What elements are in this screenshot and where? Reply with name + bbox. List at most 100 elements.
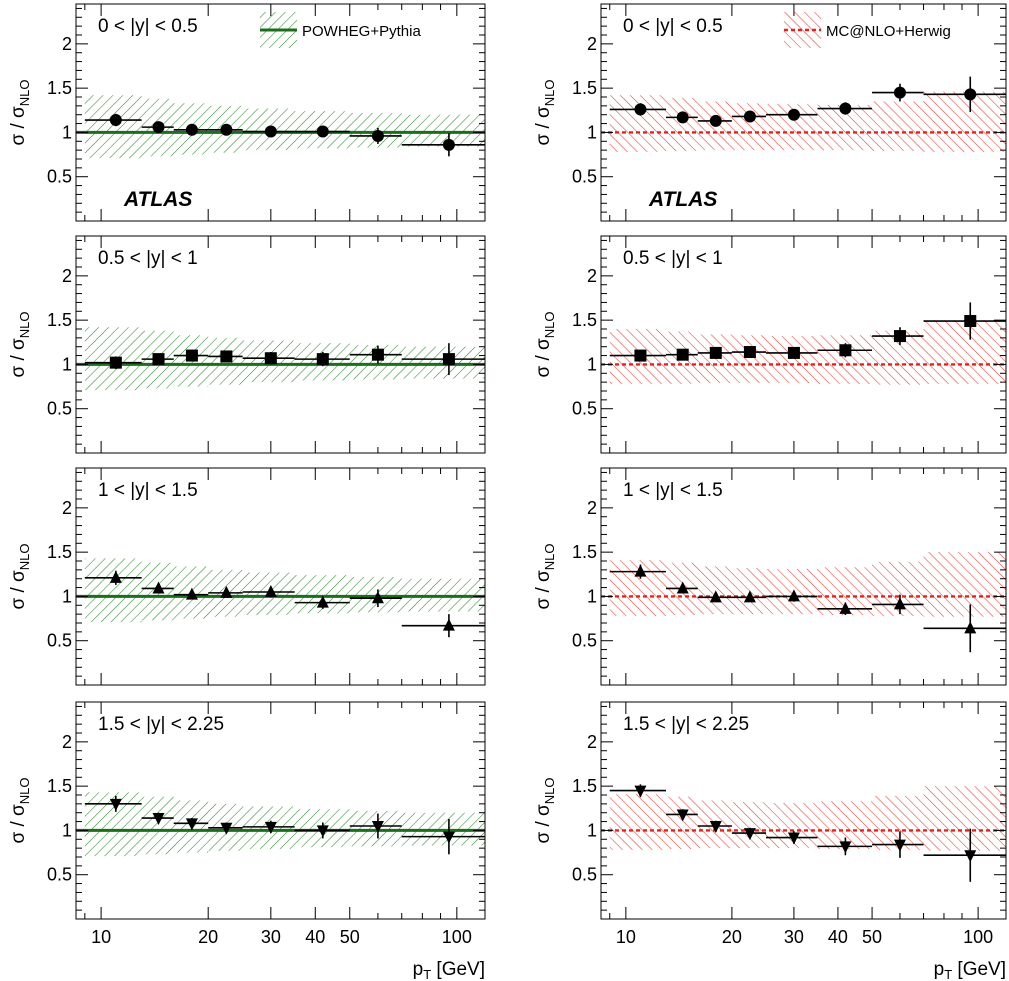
panel-powheg-row-2: 0.5 1 1.5 2 σ / σNLO 1 < |y| < 1.5 (8, 467, 486, 686)
data-point (220, 822, 233, 835)
y-tick-label: 2 (587, 266, 597, 286)
data-point (676, 581, 689, 594)
panel-powheg-row-3: 0.5 1 1.5 2 10 20 30 40 50 100 σ / σNLO 1.5 < |y| <… (8, 701, 486, 947)
data-point (442, 831, 455, 844)
data-point (371, 591, 384, 604)
plot-frame (75, 467, 486, 686)
plot-frame (600, 235, 1007, 454)
plot-frame (75, 3, 486, 222)
data-point (743, 590, 756, 603)
y-tick-label: 2 (62, 34, 72, 54)
data-point (787, 346, 800, 359)
y-axis-title: σ / σNLO (8, 79, 32, 145)
data-point (220, 350, 233, 363)
data-point (371, 129, 384, 142)
plot-frame (600, 467, 1007, 686)
data-point (964, 621, 977, 634)
y-axis-title: σ / σNLO (8, 311, 32, 377)
data-point (220, 585, 233, 598)
data-point (152, 353, 165, 366)
x-tick-label: 10 (616, 927, 636, 947)
rapidity-label: 1 < |y| < 1.5 (623, 480, 723, 501)
data-point (743, 828, 756, 841)
data-point (316, 125, 329, 138)
y-tick-label: 2 (587, 732, 597, 752)
y-axis-title: σ / σNLO (8, 543, 32, 609)
y-tick-label: 1.5 (47, 310, 72, 330)
x-tick-label: 100 (442, 927, 472, 947)
data-point (371, 821, 384, 833)
data-point (787, 108, 800, 121)
rapidity-label: 1.5 < |y| < 2.25 (98, 714, 224, 735)
data-point (264, 821, 277, 834)
y-tick-label: 1 (587, 586, 597, 606)
y-tick-label: 1 (587, 354, 597, 374)
plot-frame (600, 701, 1007, 920)
y-tick-label: 0.5 (572, 399, 597, 419)
rapidity-label: 0.5 < |y| < 1 (98, 248, 198, 269)
data-point (185, 123, 198, 136)
x-tick-label: 40 (305, 927, 325, 947)
data-point (442, 353, 455, 366)
x-axis-title-right: pT [GeV] (934, 959, 1006, 981)
data-point (676, 111, 689, 124)
legend-label: MC@NLO+Herwig (826, 23, 951, 40)
x-tick-label: 50 (340, 927, 360, 947)
data-point (109, 570, 122, 583)
atlas-label: ATLAS (123, 188, 192, 211)
rapidity-label: 0.5 < |y| < 1 (623, 248, 723, 269)
data-point (634, 785, 647, 798)
data-point (152, 121, 165, 134)
y-axis-title: σ / σNLO (533, 311, 557, 377)
theory-uncertainty-band (609, 91, 1006, 152)
x-tick-label: 40 (828, 927, 848, 947)
data-point (964, 850, 977, 863)
data-point (185, 349, 198, 362)
data-point (893, 597, 906, 610)
data-point (709, 346, 722, 359)
data-point (264, 585, 277, 597)
y-tick-label: 1.5 (47, 776, 72, 796)
y-tick-label: 2 (62, 498, 72, 518)
x-tick-label: 20 (722, 927, 742, 947)
y-axis-title: σ / σNLO (8, 777, 32, 843)
data-point (442, 618, 455, 631)
data-point (839, 344, 852, 357)
y-tick-label: 1.5 (572, 542, 597, 562)
x-tick-label: 100 (963, 927, 993, 947)
data-point (109, 114, 122, 127)
data-point (109, 798, 122, 811)
data-point (709, 821, 722, 833)
data-point (442, 138, 455, 151)
y-tick-label: 2 (587, 498, 597, 518)
data-point (634, 349, 647, 362)
theory-uncertainty-band (84, 792, 485, 857)
data-point (839, 601, 852, 614)
data-point (964, 315, 977, 328)
panel-mcnlo-row-0: 0.5 1 1.5 2 σ / σNLO 0 < |y| < 0.5 ATLAS MC@NLO… (533, 3, 1007, 222)
data-point (893, 330, 906, 343)
theory-uncertainty-band (609, 786, 1006, 851)
y-tick-label: 0.5 (47, 399, 72, 419)
atlas-label: ATLAS (648, 188, 717, 211)
y-tick-label: 1 (62, 354, 72, 374)
x-axis-title-left: pT [GeV] (413, 959, 485, 981)
y-tick-label: 1.5 (47, 542, 72, 562)
data-point (787, 832, 800, 845)
data-point (152, 581, 165, 594)
plot-frame (75, 701, 486, 920)
y-tick-label: 2 (587, 34, 597, 54)
data-point (743, 346, 756, 359)
y-axis-title: σ / σNLO (533, 79, 557, 145)
axis-titles: pT [GeV] pT [GeV] (413, 959, 1006, 981)
y-tick-label: 2 (62, 732, 72, 752)
data-point (787, 589, 800, 602)
x-tick-label: 10 (91, 927, 111, 947)
theory-uncertainty-band (84, 558, 485, 623)
data-point (371, 348, 384, 361)
theory-uncertainty-band (609, 552, 1006, 617)
data-point (893, 86, 906, 99)
x-tick-label: 30 (784, 927, 804, 947)
y-axis-title: σ / σNLO (533, 777, 557, 843)
y-tick-label: 1.5 (572, 776, 597, 796)
